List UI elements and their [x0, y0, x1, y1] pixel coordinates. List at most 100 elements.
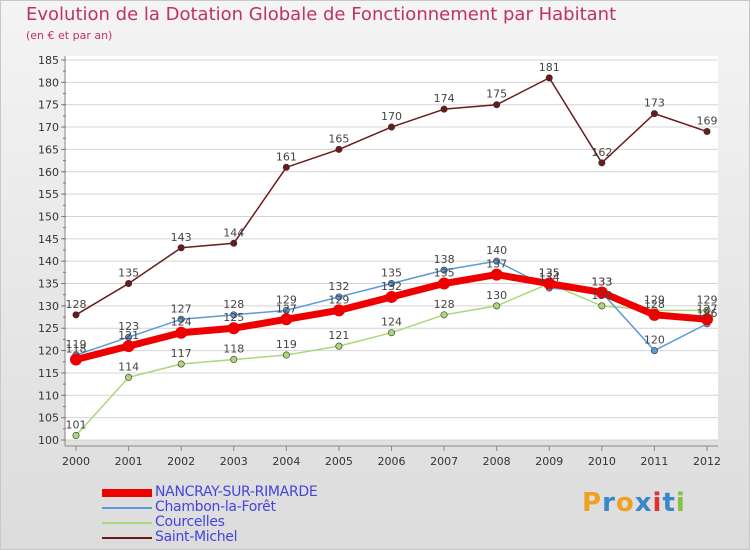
data-label: 124: [171, 316, 192, 329]
data-point: [335, 145, 343, 153]
logo-letter: o: [615, 488, 635, 518]
data-point: [493, 302, 501, 310]
data-label: 119: [66, 338, 87, 351]
y-tick-label: 145: [38, 233, 59, 246]
legend-label: Saint-Michel: [155, 529, 238, 545]
data-point: [650, 347, 658, 355]
data-label: 137: [486, 258, 507, 271]
data-point: [125, 280, 133, 288]
data-point: [650, 110, 658, 118]
legend-swatch-nancray: [102, 488, 152, 497]
data-label: 170: [381, 110, 402, 123]
data-point: [545, 74, 553, 82]
y-tick-label: 110: [38, 389, 59, 402]
plot-area: [65, 56, 718, 440]
data-point: [703, 128, 711, 136]
data-point: [282, 351, 290, 359]
x-tick-label: 2002: [167, 455, 195, 468]
data-label: 118: [66, 343, 87, 356]
logo-letter: P: [582, 488, 603, 518]
data-label: 169: [697, 115, 718, 128]
data-label: 120: [644, 334, 665, 347]
data-point: [490, 268, 503, 281]
data-point: [227, 322, 240, 335]
y-tick-label: 115: [38, 367, 59, 380]
data-label: 126: [697, 307, 718, 320]
data-point: [440, 266, 448, 274]
x-tick-label: 2005: [325, 455, 353, 468]
data-label: 128: [434, 298, 455, 311]
data-label: 135: [539, 267, 560, 280]
data-point: [177, 244, 185, 252]
legend-label: Courcelles: [155, 514, 225, 530]
data-point: [648, 308, 661, 321]
data-label: 129: [328, 293, 349, 306]
data-label: 123: [118, 320, 139, 333]
data-label: 121: [328, 329, 349, 342]
y-tick-label: 155: [38, 188, 59, 201]
data-label: 121: [118, 329, 139, 342]
x-tick-label: 2007: [430, 455, 458, 468]
legend-swatch-chambon: [102, 506, 152, 509]
data-point: [598, 159, 606, 167]
y-tick-label: 135: [38, 278, 59, 291]
logo-letter: r: [602, 488, 616, 518]
data-label: 114: [118, 360, 139, 373]
data-label: 135: [381, 267, 402, 280]
data-label: 173: [644, 97, 665, 110]
proxiti-logo: Proxiti: [582, 488, 686, 518]
data-label: 165: [328, 132, 349, 145]
data-label: 135: [118, 267, 139, 280]
data-label: 127: [276, 302, 297, 315]
y-tick-label: 180: [38, 76, 59, 89]
legend-swatch-courcelles: [102, 521, 152, 524]
data-label: 135: [539, 267, 560, 280]
data-label: 181: [539, 61, 560, 74]
data-point: [125, 373, 133, 381]
data-point: [335, 293, 343, 301]
data-label: 124: [381, 316, 402, 329]
data-point: [122, 340, 135, 353]
chart-title: Evolution de la Dotation Globale de Fonc…: [26, 4, 617, 25]
data-point: [598, 302, 606, 310]
data-point: [72, 432, 80, 440]
data-point: [595, 286, 608, 299]
x-tick-label: 2010: [588, 455, 616, 468]
data-label: 161: [276, 150, 297, 163]
data-label: 117: [171, 347, 192, 360]
data-point: [385, 290, 398, 303]
logo-letter: x: [634, 488, 653, 518]
data-label: 128: [66, 298, 87, 311]
x-tick-label: 2001: [115, 455, 143, 468]
data-label: 129: [644, 293, 665, 306]
y-tick-label: 160: [38, 166, 59, 179]
data-label: 174: [434, 92, 455, 105]
legend-label: Chambon-la-Forêt: [155, 499, 276, 515]
y-tick-label: 170: [38, 121, 59, 134]
data-label: 135: [434, 267, 455, 280]
data-point: [701, 313, 713, 326]
data-point: [440, 105, 448, 113]
data-label: 133: [591, 275, 612, 288]
data-label: 130: [486, 289, 507, 302]
data-point: [332, 304, 345, 317]
x-tick-label: 2003: [220, 455, 248, 468]
data-label: 132: [381, 280, 402, 293]
legend-swatch-saint-michel: [102, 536, 152, 539]
data-point: [335, 342, 343, 350]
y-tick-label: 165: [38, 143, 59, 156]
data-point: [70, 353, 82, 366]
data-label: 127: [697, 302, 718, 315]
data-point: [177, 315, 185, 323]
data-point: [280, 313, 293, 326]
data-label: 162: [591, 146, 612, 159]
data-point: [543, 277, 556, 290]
data-label: 128: [644, 298, 665, 311]
x-tick-label: 2012: [693, 455, 721, 468]
x-tick-label: 2004: [272, 455, 300, 468]
data-label: 119: [276, 338, 297, 351]
y-tick-label: 125: [38, 322, 59, 335]
data-label: 175: [486, 88, 507, 101]
y-tick-label: 185: [38, 54, 59, 67]
data-point: [440, 311, 448, 319]
